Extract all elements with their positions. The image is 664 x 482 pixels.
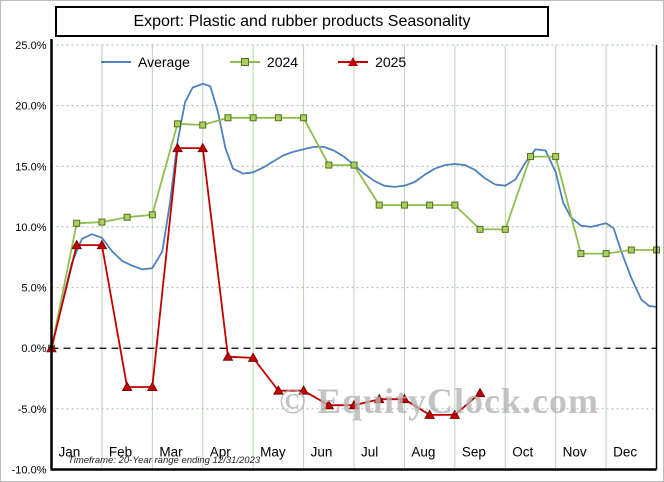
svg-text:Aug: Aug — [411, 445, 435, 460]
svg-text:Sep: Sep — [462, 445, 486, 460]
svg-text:Nov: Nov — [563, 445, 587, 460]
chart-legend: Average 2024 2025 — [101, 54, 406, 70]
timeframe-footnote: Timeframe: 20-Year range ending 12/31/20… — [68, 455, 261, 466]
svg-text:0.0%: 0.0% — [21, 343, 46, 355]
legend-label-average: Average — [138, 54, 190, 70]
year-2024-line-swatch — [229, 57, 260, 67]
legend-item-2025: 2025 — [338, 54, 406, 70]
svg-text:Jul: Jul — [361, 445, 378, 460]
svg-text:May: May — [260, 445, 286, 460]
svg-text:-10.0%: -10.0% — [12, 465, 47, 477]
year-2025-line-swatch — [338, 57, 369, 67]
svg-text:Jan: Jan — [59, 445, 81, 460]
legend-label-2025: 2025 — [375, 54, 407, 70]
average-line-swatch — [101, 57, 131, 67]
svg-text:Apr: Apr — [210, 445, 232, 460]
svg-text:25.0%: 25.0% — [15, 40, 46, 52]
svg-text:10.0%: 10.0% — [15, 222, 46, 234]
legend-label-2024: 2024 — [266, 54, 299, 70]
svg-text:15.0%: 15.0% — [15, 161, 46, 173]
svg-text:Jun: Jun — [311, 445, 333, 460]
svg-text:Feb: Feb — [109, 445, 132, 460]
triangle-marker-icon — [348, 57, 359, 66]
svg-text:Dec: Dec — [613, 445, 637, 460]
chart-title: Export: Plastic and rubber products Seas… — [55, 6, 549, 37]
svg-text:Mar: Mar — [159, 445, 183, 460]
square-marker-icon — [240, 58, 249, 66]
svg-text:20.0%: 20.0% — [15, 101, 46, 113]
legend-item-average: Average — [101, 54, 190, 70]
svg-text:Oct: Oct — [512, 445, 533, 460]
svg-text:5.0%: 5.0% — [21, 283, 46, 295]
svg-text:-5.0%: -5.0% — [18, 404, 47, 416]
legend-item-2024: 2024 — [229, 54, 299, 70]
